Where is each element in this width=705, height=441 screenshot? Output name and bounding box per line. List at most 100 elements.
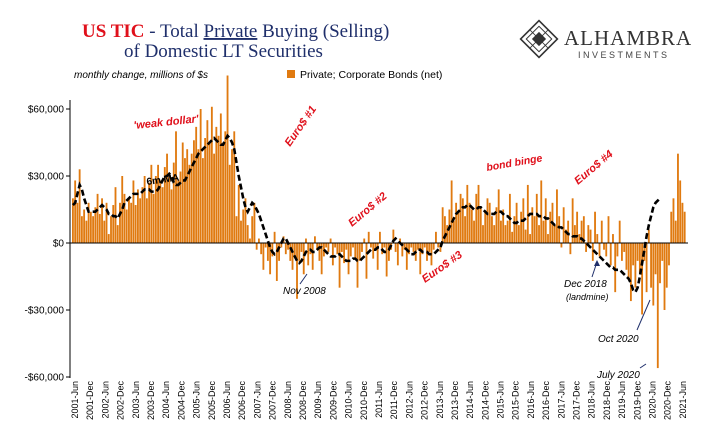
bar [618, 220, 621, 243]
bar [632, 243, 635, 266]
bar [531, 207, 534, 243]
bar [302, 243, 305, 275]
bar [356, 243, 359, 288]
y-axis: $60,000 $30,000 $0 -$30,000 -$60,000 [25, 100, 71, 384]
x-tick-label: 2007-Jun [252, 381, 262, 419]
bar [553, 225, 556, 243]
bar [280, 243, 283, 248]
x-tick-label: 2020-Jun [648, 381, 658, 419]
x-tick-label: 2010-Jun [344, 381, 354, 419]
bar [379, 231, 381, 243]
annotation-dec2018: Dec 2018 [564, 279, 607, 290]
bar [193, 140, 195, 243]
bar [450, 180, 453, 243]
legend-label: Private; Corporate Bonds (net) [300, 69, 442, 81]
bar [143, 176, 146, 243]
x-tick-label: 2002-Dec [116, 381, 126, 421]
x-tick-label: 2001-Dec [85, 381, 95, 421]
bar [195, 126, 198, 243]
bar [542, 220, 545, 243]
bar [383, 243, 386, 248]
x-tick-label: 2003-Jun [131, 381, 141, 419]
bar [352, 243, 354, 248]
bar [219, 113, 222, 243]
annotation-nov2008: Nov 2008 [283, 286, 326, 297]
bar [226, 75, 229, 243]
bar-series [72, 75, 686, 369]
bar [354, 243, 357, 259]
bar [235, 216, 238, 243]
bar [540, 180, 543, 243]
unit-note: monthly change, millions of $s [74, 70, 208, 81]
bar [305, 238, 307, 243]
bar [204, 138, 207, 243]
bar [558, 216, 561, 243]
alhambra-logo: ALHAMBRA INVESTMENTS [519, 19, 692, 60]
bar [569, 243, 572, 255]
bar [112, 205, 115, 243]
bar [587, 225, 590, 243]
x-tick-label: 2004-Dec [176, 381, 186, 421]
bar [110, 216, 112, 243]
bar [634, 243, 637, 288]
bar [175, 131, 177, 243]
arrowhead-dec2018 [594, 260, 600, 266]
bar [365, 243, 368, 279]
bar [408, 243, 410, 255]
bar [564, 229, 567, 243]
bar [484, 211, 487, 243]
bar [439, 243, 442, 252]
bar [641, 243, 644, 315]
x-tick-label: 2018-Dec [602, 381, 612, 421]
bar [681, 202, 684, 243]
bar [184, 158, 186, 243]
bar [206, 120, 209, 243]
bar [578, 234, 581, 243]
bar [455, 202, 458, 243]
bar [500, 220, 502, 243]
bar [197, 149, 200, 243]
x-tick-label: 2006-Dec [237, 381, 247, 421]
bar [421, 243, 424, 255]
x-tick-label: 2013-Jun [435, 381, 445, 419]
bar [327, 243, 330, 252]
y-tick-label: -$30,000 [25, 306, 65, 317]
bar [320, 243, 323, 275]
bar [210, 106, 213, 244]
bar [376, 243, 379, 270]
annotation-bond-binge: bond binge [485, 152, 543, 174]
bar [208, 142, 211, 243]
bar [96, 193, 99, 243]
bar [410, 243, 413, 248]
bar [679, 180, 682, 243]
bar [186, 149, 189, 243]
bar [103, 220, 106, 243]
bar [582, 216, 585, 243]
bar [374, 243, 377, 250]
bar [473, 220, 475, 243]
bar [502, 209, 505, 243]
bar [289, 243, 292, 261]
x-tick-label: 2013-Dec [450, 381, 460, 421]
x-tick-label: 2016-Jun [526, 381, 536, 419]
bar [166, 153, 168, 243]
title-text-a: - Total [144, 21, 203, 42]
y-tick-label: $60,000 [28, 105, 65, 116]
ma-series [72, 133, 661, 295]
x-tick-label: 2011-Jun [374, 381, 384, 418]
bar [504, 225, 507, 243]
x-tick-label: 2012-Jun [404, 381, 414, 419]
bar [477, 184, 480, 243]
annotation-landmine: (landmine) [566, 292, 609, 302]
bar [399, 238, 402, 243]
bar [661, 243, 664, 261]
annotation-weak-dollar: 'weak dollar' [133, 113, 199, 132]
bar [262, 243, 265, 270]
annotation-euro2: Euro$ #2 [346, 190, 389, 229]
bar [128, 198, 130, 243]
bar [190, 153, 193, 243]
bar [107, 234, 110, 243]
bar [213, 153, 216, 243]
logo-name: ALHAMBRA [564, 26, 692, 50]
